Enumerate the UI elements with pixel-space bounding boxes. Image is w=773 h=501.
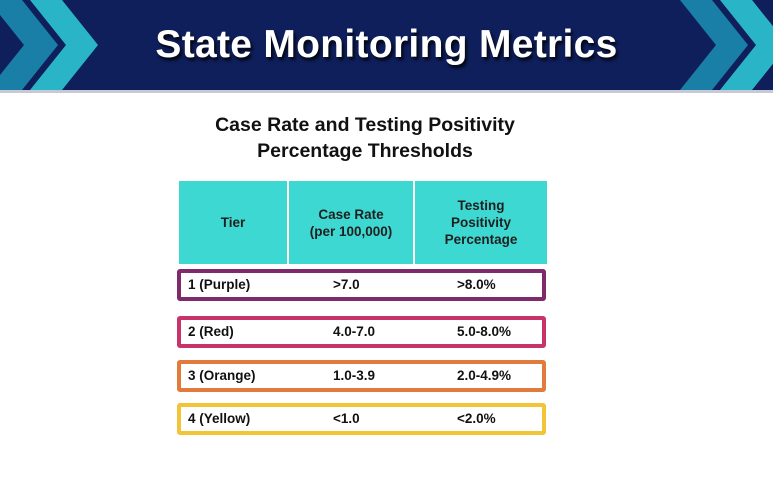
table-header: Tier Case Rate (per 100,000) Testing Pos… [179,181,547,264]
tier-name: 1 (Purple) [188,277,251,292]
tier-case-rate: >7.0 [333,277,360,292]
tier-row-yellow: 4 (Yellow) <1.0 <2.0% [177,403,546,435]
tier-positivity: <2.0% [457,411,496,426]
chevron-right-2 [720,0,773,90]
header-case-rate: Case Rate (per 100,000) [289,181,413,264]
table-title-line2: Percentage Thresholds [257,140,473,162]
tier-positivity: >8.0% [457,277,496,292]
chevron-right-1 [680,0,748,90]
header-testing-positivity: Testing Positivity Percentage [415,181,547,264]
table-title-line1: Case Rate and Testing Positivity [215,114,515,136]
tier-row-red: 2 (Red) 4.0-7.0 5.0-8.0% [177,316,546,348]
tier-case-rate: 1.0-3.9 [333,368,376,383]
tier-name: 2 (Red) [188,324,234,339]
banner-divider [0,90,773,93]
page-title: State Monitoring Metrics [155,23,618,66]
tier-row-orange: 3 (Orange) 1.0-3.9 2.0-4.9% [177,360,546,392]
header-tier: Tier [179,181,287,264]
table-title: Case Rate and Testing Positivity Percent… [170,112,560,164]
tier-name: 4 (Yellow) [188,411,251,426]
tier-case-rate: <1.0 [333,411,360,426]
tier-positivity: 5.0-8.0% [457,324,512,339]
title-banner: State Monitoring Metrics [0,0,773,90]
chevron-decoration [0,0,773,90]
tier-case-rate: 4.0-7.0 [333,324,376,339]
tier-row-purple: 1 (Purple) >7.0 >8.0% [177,269,546,301]
chevron-left-1 [0,0,58,90]
chevron-left-2 [30,0,98,90]
tier-name: 3 (Orange) [188,368,256,383]
tier-positivity: 2.0-4.9% [457,368,512,383]
